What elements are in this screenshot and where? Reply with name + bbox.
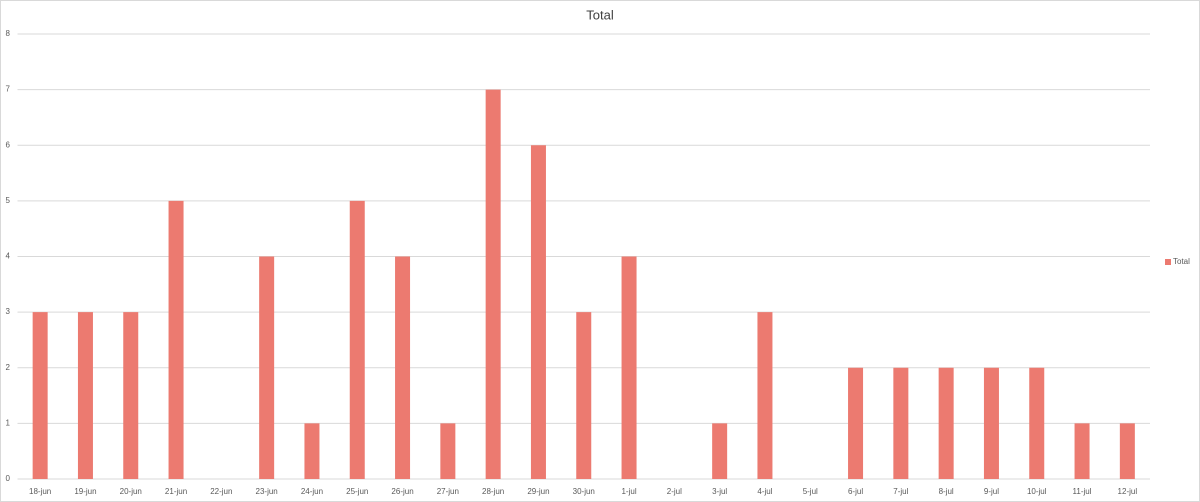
bar bbox=[938, 367, 954, 479]
x-tick-label: 27-jun bbox=[437, 487, 459, 496]
y-tick-label: 3 bbox=[6, 307, 11, 316]
bar bbox=[77, 312, 93, 479]
x-tick-label: 5-jul bbox=[803, 487, 818, 496]
x-tick-label: 7-jul bbox=[893, 487, 908, 496]
x-tick-label: 25-jun bbox=[346, 487, 368, 496]
x-tick-label: 29-jun bbox=[527, 487, 549, 496]
x-tick-label: 23-jun bbox=[256, 487, 278, 496]
bar bbox=[395, 256, 411, 479]
bar bbox=[1119, 423, 1135, 479]
bar bbox=[576, 312, 592, 479]
y-tick-label: 8 bbox=[6, 29, 11, 38]
bar bbox=[983, 367, 999, 479]
x-tick-label: 18-jun bbox=[29, 487, 51, 496]
y-tick-label: 6 bbox=[6, 140, 11, 149]
bar bbox=[530, 145, 546, 479]
x-tick-label: 4-jul bbox=[757, 487, 772, 496]
x-tick-label: 21-jun bbox=[165, 487, 187, 496]
bar bbox=[440, 423, 456, 479]
y-tick-label: 2 bbox=[6, 363, 11, 372]
x-tick-label: 24-jun bbox=[301, 487, 323, 496]
bar bbox=[123, 312, 139, 479]
bar bbox=[259, 256, 275, 479]
x-tick-label: 12-jul bbox=[1118, 487, 1138, 496]
bar bbox=[848, 367, 864, 479]
y-tick-label: 7 bbox=[6, 85, 11, 94]
bar bbox=[1074, 423, 1090, 479]
bar bbox=[712, 423, 728, 479]
x-tick-label: 22-jun bbox=[210, 487, 232, 496]
chart-title: Total bbox=[586, 7, 614, 22]
x-tick-label: 26-jun bbox=[391, 487, 413, 496]
bar bbox=[349, 200, 365, 479]
x-tick-label: 19-jun bbox=[74, 487, 96, 496]
x-tick-label: 30-jun bbox=[573, 487, 595, 496]
x-tick-label: 9-jul bbox=[984, 487, 999, 496]
bar bbox=[304, 423, 320, 479]
legend-label: Total bbox=[1173, 257, 1190, 266]
bar bbox=[32, 312, 48, 479]
bar bbox=[757, 312, 773, 479]
legend-swatch bbox=[1165, 259, 1171, 265]
x-tick-label: 28-jun bbox=[482, 487, 504, 496]
bar bbox=[168, 200, 184, 479]
x-tick-label: 20-jun bbox=[120, 487, 142, 496]
y-tick-label: 4 bbox=[6, 252, 11, 261]
bar bbox=[485, 89, 501, 479]
x-tick-label: 11-jul bbox=[1073, 487, 1092, 496]
bar bbox=[1029, 367, 1045, 479]
bar bbox=[893, 367, 909, 479]
x-tick-label: 3-jul bbox=[712, 487, 727, 496]
x-tick-label: 10-jul bbox=[1027, 487, 1047, 496]
y-tick-label: 1 bbox=[6, 418, 11, 427]
y-tick-label: 5 bbox=[6, 196, 11, 205]
x-tick-label: 1-jul bbox=[621, 487, 636, 496]
y-tick-label: 0 bbox=[6, 474, 11, 483]
x-tick-label: 8-jul bbox=[939, 487, 954, 496]
x-tick-label: 6-jul bbox=[848, 487, 863, 496]
x-tick-label: 2-jul bbox=[667, 487, 682, 496]
bar bbox=[621, 256, 637, 479]
